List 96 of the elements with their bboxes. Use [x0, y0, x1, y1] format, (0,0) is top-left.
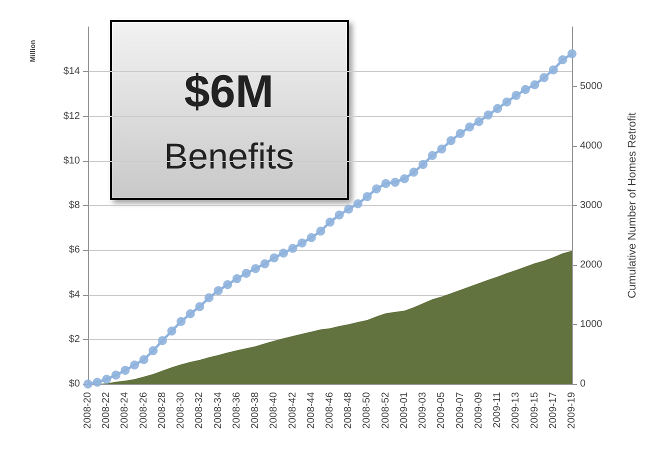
point [111, 370, 120, 380]
y-tick-label: $6 [68, 244, 80, 256]
point [344, 204, 354, 214]
point [390, 178, 400, 187]
point [400, 174, 409, 184]
y2-tick-label: 1000 [580, 319, 603, 330]
x-tick-label: 2008-52 [380, 392, 392, 429]
point [186, 309, 195, 318]
point [298, 238, 307, 248]
point [558, 55, 568, 64]
point [530, 80, 540, 90]
x-tick-label: 2009-09 [473, 392, 484, 429]
point [288, 244, 298, 253]
point [540, 73, 549, 82]
y2-tick-label: 5000 [580, 81, 603, 92]
point [484, 110, 493, 120]
x-tick-label: 2008-50 [362, 392, 373, 429]
point [158, 336, 167, 346]
point [446, 136, 456, 146]
x-tick-label: 2009-15 [529, 392, 540, 429]
x-tick-label: 2008-46 [324, 392, 336, 429]
point [362, 192, 372, 202]
point [139, 355, 148, 364]
x-tick-label: 2008-48 [343, 392, 354, 429]
annotation: Benefits [164, 136, 294, 176]
x-tick-label: 2009-11 [492, 392, 504, 428]
point [270, 253, 279, 262]
point [102, 374, 112, 384]
y-tick-label: $2 [68, 334, 80, 345]
x-tick-label: 2008-42 [287, 392, 298, 429]
point [232, 274, 242, 284]
x-tick-label: 2008-40 [268, 392, 280, 429]
x-tick-label: 2008-26 [138, 392, 150, 429]
point [92, 378, 102, 387]
y-tick-label: $10 [63, 155, 80, 166]
point [204, 293, 214, 302]
point [512, 90, 521, 100]
x-tick-label: 2008-38 [250, 392, 262, 429]
x-tick-label: 2009-17 [548, 392, 559, 429]
point [418, 160, 428, 169]
point [120, 366, 130, 375]
annotation: $6M [184, 65, 274, 117]
x-tick-label: 2008-30 [176, 392, 187, 429]
point [316, 226, 326, 236]
x-tick-label: 2009-05 [436, 392, 448, 429]
point [437, 144, 446, 154]
point [214, 286, 223, 296]
point [334, 210, 344, 220]
x-tick-label: 2008-34 [212, 392, 224, 429]
point [381, 178, 390, 188]
point [353, 199, 362, 208]
y2-tick-label: 3000 [580, 200, 603, 211]
point [493, 104, 502, 114]
point [428, 151, 437, 160]
point [176, 317, 186, 326]
point [456, 129, 465, 138]
y-tick-label: $4 [68, 289, 80, 300]
y-tick-label: $8 [68, 200, 80, 211]
x-tick-label: 2008-28 [156, 392, 168, 429]
y-tick-label: $14 [63, 66, 80, 78]
point [409, 168, 418, 177]
x-tick-label: 2009-19 [566, 392, 578, 429]
x-tick-label: 2008-32 [194, 392, 206, 429]
point [520, 84, 530, 94]
point [502, 97, 512, 106]
y-tick-label: $12 [63, 110, 80, 122]
point [242, 268, 251, 278]
y-tick-label: $0 [68, 378, 80, 390]
point [251, 264, 260, 274]
point [372, 184, 382, 194]
point [326, 218, 334, 227]
y2-axis-title: Cumulative Number of Homes Retrofit [626, 112, 638, 298]
point [548, 65, 558, 74]
y2-tick-label: 2000 [580, 260, 603, 270]
point [223, 280, 232, 290]
x-tick-label: 2008-44 [306, 392, 317, 429]
point [474, 117, 484, 126]
x-tick-label: 2009-07 [454, 392, 466, 429]
x-tick-label: 2008-22 [101, 392, 112, 429]
point [306, 233, 316, 242]
point [148, 346, 158, 356]
x-tick-label: 2009-01 [398, 392, 410, 429]
y2-tick-label: 4000 [580, 140, 603, 152]
x-tick-label: 2008-36 [231, 392, 242, 429]
x-tick-label: 2009-03 [418, 392, 429, 429]
point [465, 122, 474, 132]
point [260, 259, 270, 268]
point [278, 248, 288, 258]
y2-tick-label: 0 [580, 378, 586, 390]
point [130, 360, 140, 370]
x-tick-label: 2008-20 [82, 392, 94, 429]
point [167, 326, 176, 336]
point [195, 302, 204, 312]
x-tick-label: 2008-24 [120, 392, 131, 429]
x-tick-label: 2009-13 [510, 392, 522, 429]
point [568, 49, 576, 58]
